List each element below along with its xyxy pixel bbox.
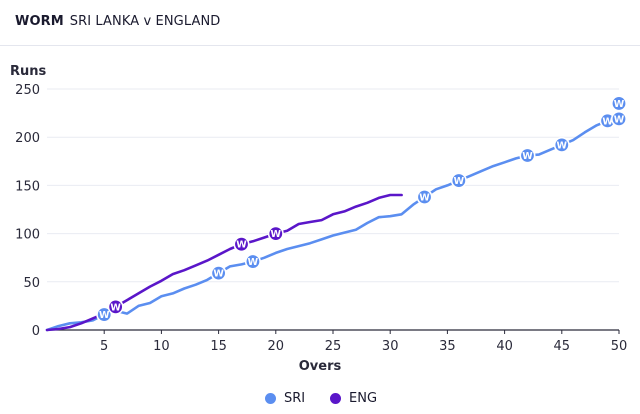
wicket-label: W <box>454 176 465 187</box>
wicket-label: W <box>213 269 224 280</box>
wicket-circle <box>416 188 433 205</box>
x-tick-label: 15 <box>210 339 227 354</box>
title-match: SRI LANKA v ENGLAND <box>69 14 221 29</box>
x-tick-label: 50 <box>611 339 628 354</box>
x-axis-label: Overs <box>299 359 342 374</box>
x-tick-label: 40 <box>496 339 513 354</box>
x-tick-label: 35 <box>439 339 456 354</box>
wicket-circle <box>233 236 250 253</box>
wicket-marker-sri[interactable]: W <box>610 95 627 112</box>
legend-swatch <box>265 392 276 404</box>
wicket-label: W <box>614 114 625 125</box>
wicket-label: W <box>99 310 110 321</box>
wicket-marker-sri[interactable]: W <box>519 147 536 164</box>
y-tick-label: 100 <box>15 228 40 243</box>
wicket-label: W <box>522 151 533 162</box>
wicket-circle <box>610 110 627 127</box>
wicket-label: W <box>271 229 282 240</box>
y-tick-label: 150 <box>15 179 40 194</box>
wicket-circle <box>267 225 284 242</box>
worm-chart: Runs Overs 0 50 100 150 200 250 5 10 15 20 25 30 35… <box>10 64 628 374</box>
wicket-marker-eng[interactable]: W <box>233 236 250 253</box>
legend-item-sri[interactable]: SRI <box>265 388 305 408</box>
legend: SRI ENG <box>0 388 640 408</box>
wicket-label: W <box>110 302 121 313</box>
y-tick-label: 200 <box>15 131 40 146</box>
wicket-marker-sri[interactable]: W <box>96 306 113 323</box>
wicket-circle <box>519 147 536 164</box>
wicket-marker-sri[interactable]: W <box>210 265 227 282</box>
y-axis-label: Runs <box>10 64 47 79</box>
x-tick-label: 20 <box>268 339 285 354</box>
wicket-label: W <box>602 116 613 127</box>
header-divider <box>0 45 640 46</box>
wicket-marker-sri[interactable]: W <box>553 136 570 153</box>
x-tick-label: 10 <box>153 339 170 354</box>
wicket-circle <box>96 306 113 323</box>
wicket-label: W <box>557 140 568 151</box>
y-tick-label: 250 <box>15 83 40 98</box>
legend-label: ENG <box>349 390 378 406</box>
x-tick-label: 30 <box>382 339 399 354</box>
wicket-circle <box>210 265 227 282</box>
grid <box>47 88 619 283</box>
wicket-circle <box>610 95 627 112</box>
x-tick-label: 25 <box>325 339 342 354</box>
wicket-label: W <box>614 99 625 110</box>
legend-swatch <box>330 392 341 404</box>
wicket-marker-sri[interactable]: W <box>244 253 261 270</box>
y-tick-label: 50 <box>23 276 40 291</box>
wicket-circle <box>450 172 467 189</box>
title-keyword: WORM <box>15 14 64 29</box>
wicket-marker-eng[interactable]: W <box>107 298 124 315</box>
chart-title: WORM SRI LANKA v ENGLAND <box>15 14 220 29</box>
wicket-marker-sri[interactable]: W <box>610 110 627 127</box>
wicket-circle <box>553 136 570 153</box>
x-tick-label: 45 <box>554 339 571 354</box>
wicket-circle <box>244 253 261 270</box>
wicket-circle <box>107 298 124 315</box>
y-axis: 0 50 100 150 200 250 <box>15 83 40 339</box>
wicket-marker-eng[interactable]: W <box>267 225 284 242</box>
legend-item-eng[interactable]: ENG <box>330 388 377 408</box>
wicket-label: W <box>248 257 259 268</box>
wicket-label: W <box>419 192 430 203</box>
y-tick-label: 0 <box>32 324 40 339</box>
x-axis: 5 10 15 20 25 30 35 40 45 50 <box>47 329 628 354</box>
wicket-label: W <box>236 240 247 251</box>
x-tick-label: 5 <box>100 339 108 354</box>
wicket-marker-sri[interactable]: W <box>450 172 467 189</box>
wicket-marker-sri[interactable]: W <box>416 188 433 205</box>
legend-label: SRI <box>284 390 306 406</box>
chart-header: WORM SRI LANKA v ENGLAND <box>0 0 640 44</box>
